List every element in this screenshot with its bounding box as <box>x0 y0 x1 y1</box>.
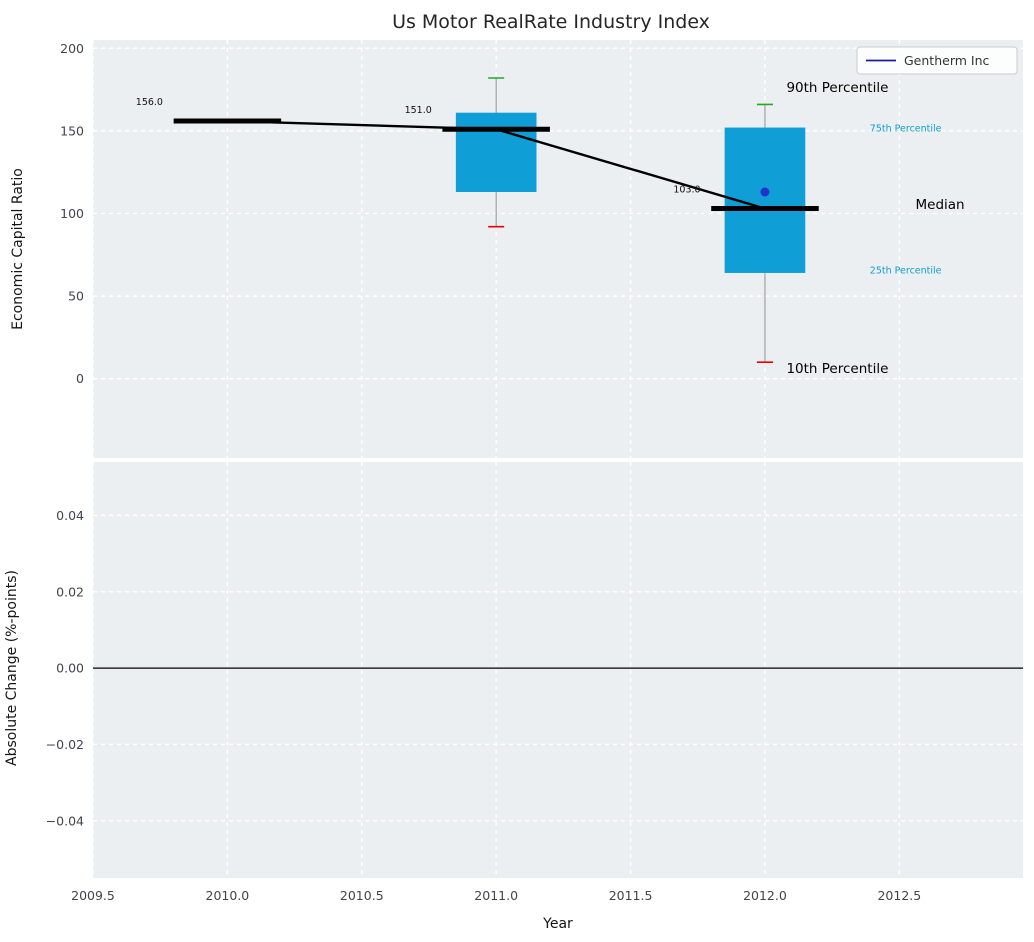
y-tick-label-top: 100 <box>60 206 84 221</box>
value-label-2011: 151.0 <box>405 105 432 116</box>
x-tick-label: 2011.0 <box>474 888 518 903</box>
annotation-25th-percentile: 25th Percentile <box>870 266 942 277</box>
x-tick-label: 2010.0 <box>206 888 250 903</box>
annotation-median: Median <box>915 197 964 213</box>
box-2011 <box>455 112 537 192</box>
y-tick-label-top: 0 <box>76 371 84 386</box>
chart-title: Us Motor RealRate Industry Index <box>392 11 710 33</box>
chart-generated-layer: 2009.5 2010.0 2010.5 2011.0 2011.5 2012.0 2012… <box>46 40 1023 903</box>
x-tick-label: 2011.5 <box>609 888 653 903</box>
y-tick-label-bottom: −0.04 <box>46 813 84 828</box>
plot-area-bottom <box>93 462 1023 878</box>
value-label-2010: 156.0 <box>136 97 163 108</box>
y-axis-label-bottom: Absolute Change (%-points) <box>4 570 20 766</box>
annotation-75th-percentile: 75th Percentile <box>870 124 942 135</box>
x-tick-label: 2012.5 <box>877 888 921 903</box>
x-tick-label: 2009.5 <box>71 888 115 903</box>
plot-area-top <box>93 40 1023 458</box>
y-tick-label-bottom: −0.02 <box>46 737 84 752</box>
y-tick-label-top: 200 <box>60 41 84 56</box>
legend-label: Gentherm Inc <box>904 53 989 68</box>
y-tick-label-bottom: 0.02 <box>56 584 84 599</box>
y-tick-label-top: 50 <box>68 289 84 304</box>
x-axis-label: Year <box>542 916 573 932</box>
y-tick-label-bottom: 0.04 <box>56 508 84 523</box>
y-tick-label-bottom: 0.00 <box>56 661 84 676</box>
y-axis-label-top: Economic Capital Ratio <box>10 168 26 330</box>
x-tick-label: 2010.5 <box>340 888 384 903</box>
annotation-10th-percentile: 10th Percentile <box>786 361 888 377</box>
y-tick-label-top: 150 <box>60 123 84 138</box>
value-label-2012: 103.0 <box>673 185 700 196</box>
company-point <box>760 187 770 197</box>
x-tick-label: 2012.0 <box>743 888 787 903</box>
legend-box <box>856 46 1018 75</box>
annotation-90th-percentile: 90th Percentile <box>786 80 888 96</box>
